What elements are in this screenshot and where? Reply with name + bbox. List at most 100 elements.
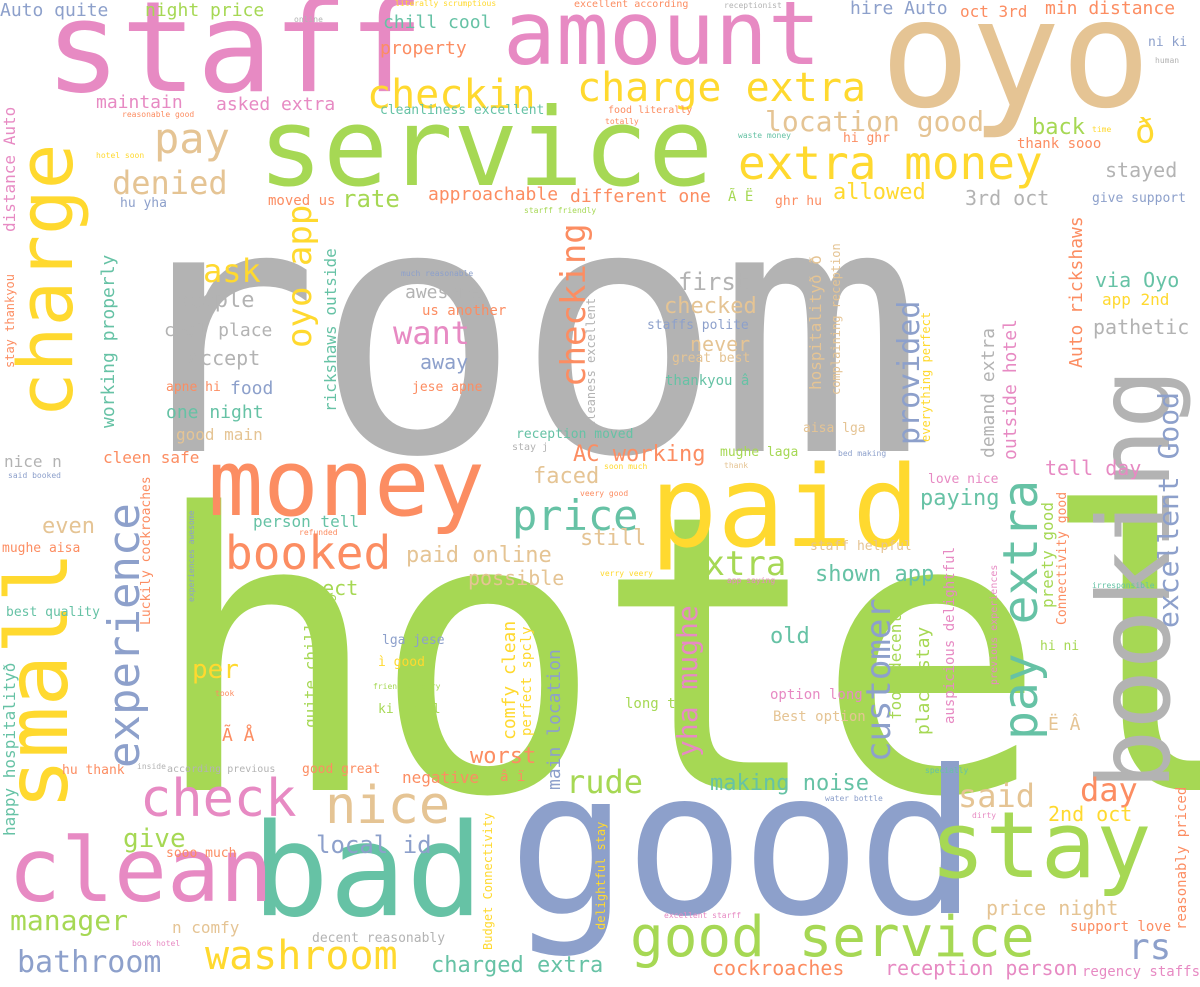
cloud-word: reasonable good	[122, 110, 195, 119]
cloud-word: day	[1080, 771, 1138, 809]
cloud-word: clean	[8, 819, 273, 922]
cloud-word: totally	[605, 117, 639, 126]
cloud-word: extra	[684, 544, 787, 584]
cloud-word: ð	[1135, 112, 1156, 152]
cloud-word: thank	[724, 461, 749, 470]
cloud-word: specially	[925, 766, 969, 775]
cloud-word: denied	[112, 164, 228, 202]
cloud-word: excellent according	[574, 0, 689, 10]
cloud-word: oyo	[880, 0, 1151, 142]
cloud-word: bathroom	[17, 945, 162, 980]
cloud-word: previous experiences	[989, 564, 1000, 685]
cloud-word: human	[1155, 56, 1180, 65]
cloud-word: money	[208, 430, 485, 537]
cloud-word: quite chill	[301, 622, 320, 728]
cloud-word: cockroaches	[712, 956, 845, 980]
cloud-word: cool place	[164, 320, 273, 341]
cloud-word: book hotel	[132, 939, 181, 948]
cloud-word: â ï	[500, 769, 526, 785]
cloud-word: good	[508, 728, 978, 961]
cloud-word: food literally	[608, 105, 693, 116]
cloud-word: staffs polite	[647, 318, 749, 333]
cloud-word: said	[958, 777, 1036, 815]
cloud-word: paying	[920, 486, 1000, 511]
cloud-word: approachable	[428, 184, 559, 205]
cloud-word: verry veery	[600, 569, 653, 578]
cloud-word: Budget Connectivity	[481, 812, 495, 950]
cloud-word: local id	[316, 831, 432, 859]
cloud-word: good main	[176, 425, 263, 444]
cloud-word: reception person	[885, 956, 1078, 980]
cloud-word: making noise	[710, 771, 869, 796]
cloud-word: 2nd oct	[1048, 802, 1133, 826]
cloud-word: staff	[45, 0, 425, 121]
cloud-word: want	[393, 314, 471, 352]
cloud-word: hi ghr	[843, 131, 890, 146]
cloud-word: Ë Â	[1048, 714, 1081, 735]
cloud-word: moved us	[268, 193, 336, 209]
cloud-word: option long	[770, 687, 863, 703]
cloud-word: checkin	[367, 72, 536, 118]
cloud-word: food	[230, 378, 274, 399]
cloud-word: price	[512, 491, 639, 540]
cloud-word: chill cool	[383, 12, 492, 33]
cloud-word: accept	[188, 346, 261, 370]
cloud-word: old	[770, 624, 810, 649]
cloud-word: reasonably priced	[1174, 786, 1190, 930]
cloud-word: online	[294, 15, 323, 24]
cloud-word: apne hi	[166, 380, 221, 395]
cloud-word: cleanliness excellent	[380, 103, 545, 118]
cloud-word: worst	[470, 744, 537, 769]
cloud-word: rate	[342, 185, 400, 213]
cloud-word: Best option	[773, 709, 866, 725]
cloud-word: charge extra	[577, 65, 866, 111]
cloud-word: back	[1032, 115, 1085, 140]
cloud-word: away	[420, 350, 469, 374]
cloud-word: jese apne	[412, 380, 483, 395]
cloud-word: different one	[570, 186, 711, 207]
cloud-word: charge	[1, 143, 90, 418]
cloud-word: expect	[286, 576, 359, 600]
cloud-word: soon much	[604, 462, 648, 471]
cloud-word: stayed	[1105, 158, 1178, 182]
cloud-word: rickshaws outside	[321, 248, 340, 412]
cloud-word: people	[175, 288, 255, 313]
cloud-word: ì good	[378, 655, 425, 670]
cloud-word: service	[258, 86, 714, 211]
cloud-word: price night	[986, 896, 1119, 920]
cloud-word: Ã Å	[222, 725, 255, 746]
cloud-word: hi ni	[1040, 639, 1080, 654]
cloud-word: place stay	[913, 626, 934, 735]
cloud-word: excellent Good	[1152, 391, 1185, 628]
cloud-word: bed making	[838, 449, 887, 458]
cloud-word: rude	[566, 763, 644, 801]
cloud-word: even	[42, 514, 95, 539]
cloud-word: much everything	[321, 593, 337, 720]
cloud-word: ghr hu	[775, 194, 822, 209]
cloud-word: mughe laga	[720, 445, 799, 460]
cloud-word: time	[1092, 125, 1112, 134]
cloud-word: delightful stay	[594, 821, 608, 930]
cloud-word: location good	[765, 105, 985, 138]
cloud-word: thankyou â	[665, 373, 750, 389]
cloud-word: Auto quite	[0, 0, 109, 21]
cloud-word: took	[215, 689, 235, 698]
cloud-word: good service	[630, 905, 1035, 970]
cloud-word: refunded	[299, 528, 338, 537]
cloud-word: ki hotel	[378, 702, 441, 717]
cloud-word: hire Auto	[850, 0, 948, 19]
cloud-word: one night	[166, 402, 264, 423]
cloud-word: dirty	[972, 811, 997, 820]
cloud-word: stay	[930, 792, 1152, 899]
cloud-word: perfect spcly	[519, 626, 535, 736]
cloud-word: comfy clean	[499, 620, 520, 740]
cloud-word: ni ki	[1148, 35, 1188, 50]
cloud-word: rs	[1128, 927, 1172, 968]
cloud-word: app 2nd	[1102, 290, 1170, 309]
cloud-word: irresponsible	[1092, 581, 1155, 590]
cloud-word: allowed	[833, 180, 926, 205]
cloud-word: water bottle	[825, 794, 883, 803]
cloud-word: hotel	[150, 433, 1200, 881]
cloud-word: long time	[625, 696, 701, 712]
cloud-word: happy hospitalityð	[0, 662, 19, 836]
